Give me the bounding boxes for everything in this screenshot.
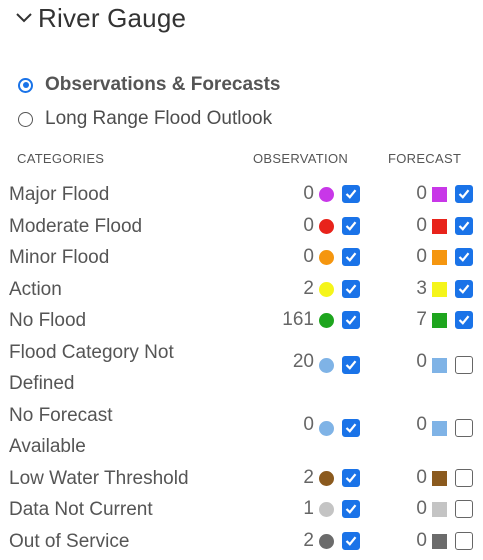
category-label: Action (9, 279, 62, 300)
observation-circle-icon (319, 534, 334, 549)
observation-checkbox[interactable] (342, 311, 360, 329)
radio-button-selected[interactable] (18, 77, 33, 93)
category-label: Minor Flood (9, 247, 110, 268)
observation-count: 20 (292, 351, 314, 372)
observation-circle-icon (319, 250, 334, 265)
category-label-continued: Available (9, 436, 86, 457)
category-label: Moderate Flood (9, 216, 143, 237)
observation-count: 0 (303, 183, 314, 204)
forecast-count: 0 (416, 530, 427, 551)
forecast-checkbox[interactable] (455, 248, 473, 266)
observation-checkbox[interactable] (342, 185, 360, 203)
forecast-count: 0 (416, 351, 427, 372)
forecast-square-icon (432, 219, 447, 234)
observation-checkbox[interactable] (342, 469, 360, 487)
observation-count: 1 (303, 498, 314, 519)
forecast-square-icon (432, 358, 447, 373)
forecast-count: 0 (416, 215, 427, 236)
observation-circle-icon (319, 313, 334, 328)
observation-circle-icon (319, 502, 334, 517)
forecast-checkbox[interactable] (455, 311, 473, 329)
forecast-checkbox[interactable] (455, 500, 473, 518)
radio-observations-forecasts[interactable]: Observations & Forecasts (18, 74, 280, 96)
forecast-count: 0 (416, 246, 427, 267)
forecast-square-icon (432, 250, 447, 265)
observation-checkbox[interactable] (342, 217, 360, 235)
column-header-observation: OBSERVATION (253, 151, 349, 166)
observation-count: 0 (303, 246, 314, 267)
forecast-square-icon (432, 471, 447, 486)
forecast-checkbox[interactable] (455, 217, 473, 235)
observation-checkbox[interactable] (342, 248, 360, 266)
observation-checkbox[interactable] (342, 500, 360, 518)
forecast-square-icon (432, 502, 447, 517)
observation-count: 0 (303, 215, 314, 236)
observation-checkbox[interactable] (342, 280, 360, 298)
observation-circle-icon (319, 358, 334, 373)
observation-count: 2 (303, 467, 314, 488)
forecast-count: 3 (416, 278, 427, 299)
forecast-checkbox[interactable] (455, 185, 473, 203)
category-label: No Forecast (9, 405, 113, 426)
category-label: Data Not Current (9, 499, 153, 520)
forecast-checkbox[interactable] (455, 356, 473, 374)
category-label: Out of Service (9, 531, 130, 552)
observation-circle-icon (319, 282, 334, 297)
category-label: Low Water Threshold (9, 468, 189, 489)
radio-label: Long Range Flood Outlook (45, 108, 273, 129)
observation-circle-icon (319, 471, 334, 486)
forecast-square-icon (432, 421, 447, 436)
panel-title: River Gauge (38, 2, 187, 33)
column-header-categories: CATEGORIES (17, 151, 105, 166)
observation-count: 161 (282, 309, 314, 330)
forecast-count: 0 (416, 414, 427, 435)
category-label: No Flood (9, 310, 87, 331)
panel-header[interactable]: River Gauge (14, 0, 186, 36)
forecast-square-icon (432, 187, 447, 202)
forecast-square-icon (432, 282, 447, 297)
observation-count: 0 (303, 414, 314, 435)
forecast-checkbox[interactable] (455, 419, 473, 437)
observation-checkbox[interactable] (342, 356, 360, 374)
category-label: Flood Category Not (9, 342, 174, 363)
category-label: Major Flood (9, 184, 110, 205)
forecast-count: 0 (416, 183, 427, 204)
radio-button[interactable] (18, 111, 33, 127)
forecast-checkbox[interactable] (455, 469, 473, 487)
column-header-forecast: FORECAST (388, 151, 462, 166)
observation-count: 2 (303, 278, 314, 299)
radio-label: Observations & Forecasts (45, 74, 281, 95)
observation-count: 2 (303, 530, 314, 551)
forecast-square-icon (432, 534, 447, 549)
observation-circle-icon (319, 219, 334, 234)
observation-circle-icon (319, 421, 334, 436)
chevron-down-icon[interactable] (14, 8, 34, 28)
forecast-square-icon (432, 313, 447, 328)
forecast-count: 0 (416, 498, 427, 519)
forecast-checkbox[interactable] (455, 280, 473, 298)
observation-checkbox[interactable] (342, 419, 360, 437)
category-label-continued: Defined (9, 373, 75, 394)
observation-checkbox[interactable] (342, 532, 360, 550)
forecast-checkbox[interactable] (455, 532, 473, 550)
radio-long-range-flood-outlook[interactable]: Long Range Flood Outlook (18, 108, 272, 130)
forecast-count: 0 (416, 467, 427, 488)
forecast-count: 7 (416, 309, 427, 330)
observation-circle-icon (319, 187, 334, 202)
